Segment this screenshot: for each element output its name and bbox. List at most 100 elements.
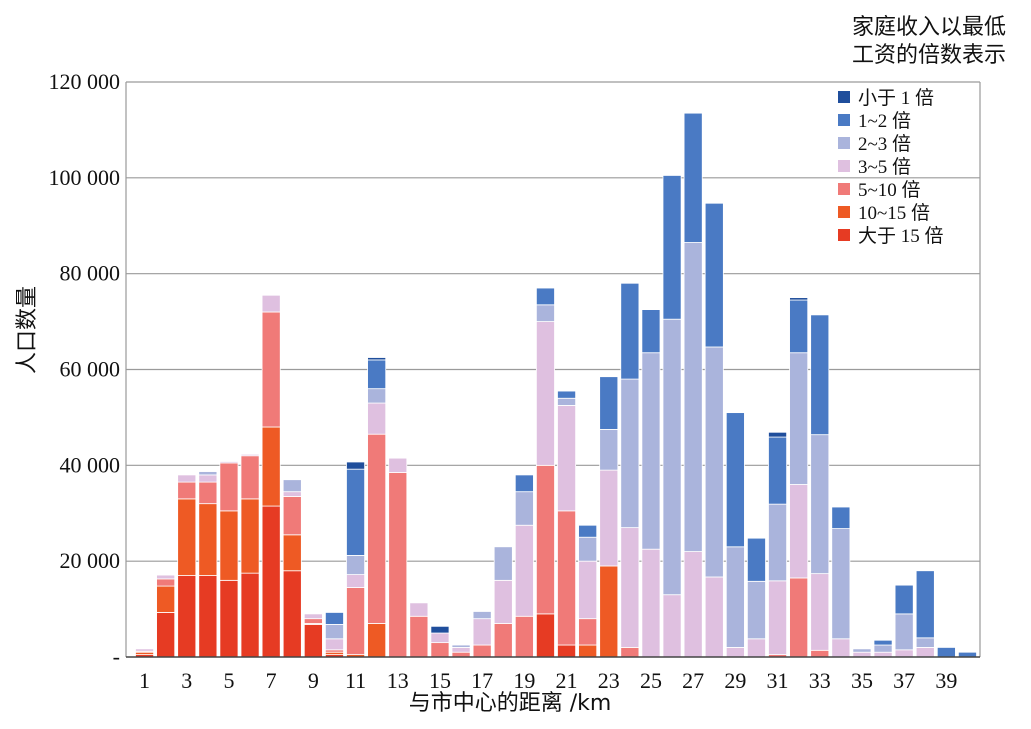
bar-segment [641, 548, 661, 658]
bar-segment [156, 585, 176, 613]
bar-segment [746, 537, 766, 582]
x-tick-label: 11 [345, 668, 366, 693]
bar-segment [683, 242, 703, 552]
bar-segment [198, 575, 218, 658]
x-tick-label: 21 [556, 668, 578, 693]
bar-segment [620, 378, 640, 529]
bar-segment [704, 576, 724, 658]
x-tick-label: 19 [513, 668, 535, 693]
bar-segment [599, 565, 619, 658]
bar-segment [599, 469, 619, 567]
legend-swatch [838, 137, 850, 149]
bar-segment [367, 433, 387, 624]
bar-segment [451, 647, 471, 653]
bar-segment [514, 615, 534, 658]
x-tick-label: 9 [308, 668, 319, 693]
bar-segment [430, 625, 450, 634]
x-tick-label: 3 [181, 668, 192, 693]
legend-swatch [838, 206, 850, 218]
bar-segment [599, 428, 619, 471]
y-tick-label: 120 000 [49, 69, 121, 94]
bar-segment [430, 642, 450, 658]
bar-segment [831, 528, 851, 640]
legend-swatch [838, 229, 850, 241]
bar-segment [493, 546, 513, 581]
bar-segment [261, 505, 281, 658]
bar-segment [324, 624, 344, 640]
bar-segment [367, 388, 387, 404]
bar-segment [810, 649, 830, 658]
bar-segment [873, 639, 893, 646]
bar-segment [746, 638, 766, 658]
bar-segment [240, 453, 260, 457]
x-tick-label: 31 [767, 668, 789, 693]
x-tick-label: 25 [640, 668, 662, 693]
y-tick-label: 40 000 [60, 452, 121, 477]
bar-segment [240, 572, 260, 658]
bar-segment [557, 397, 577, 406]
bar-segment [789, 577, 809, 658]
bar-segment [303, 618, 323, 624]
legend-entry: 1~2 倍 [858, 110, 911, 132]
bar-segment [578, 536, 598, 562]
y-tick-label: 80 000 [60, 261, 121, 286]
bar-segment [135, 648, 155, 652]
x-tick-label: 33 [809, 668, 831, 693]
x-tick-label: 23 [598, 668, 620, 693]
bar-segment [725, 412, 745, 548]
bar-segment [535, 321, 555, 466]
bar-segment [894, 613, 914, 651]
bar-segment [725, 647, 745, 658]
bar-segment [282, 496, 302, 536]
legend-swatch [838, 114, 850, 126]
bar-segment [641, 352, 661, 550]
bar-segment [873, 644, 893, 653]
bar-segment [324, 612, 344, 625]
bar-segment [641, 309, 661, 354]
bar-segment [409, 602, 429, 617]
y-tick-label: - [113, 644, 120, 669]
bar-segment [852, 648, 872, 653]
bar-segment [578, 560, 598, 620]
x-tick-label: 7 [266, 668, 277, 693]
x-axis-title: 与市中心的距离 /km [409, 691, 612, 716]
bar-segment [156, 612, 176, 658]
bar-segment [198, 503, 218, 576]
legend-entry: 2~3 倍 [858, 133, 911, 155]
legend-entry: 10~15 倍 [858, 202, 930, 224]
bar-segment [810, 434, 830, 575]
bar-segment [240, 455, 260, 500]
bar-segment [514, 491, 534, 526]
bar-segment [261, 294, 281, 313]
x-tick-label: 13 [387, 668, 409, 693]
bar-segment [156, 578, 176, 587]
legend-entry: 5~10 倍 [858, 179, 921, 201]
bar-segment [388, 472, 408, 658]
bar-segment [219, 461, 239, 464]
x-tick-label: 17 [471, 668, 493, 693]
bar-segment [346, 574, 366, 588]
legend-title: 家庭收入以最低 [852, 15, 1006, 40]
bar-segment [346, 468, 366, 556]
y-tick-label: 100 000 [49, 165, 121, 190]
bar-segment [746, 580, 766, 640]
bar-segment [177, 474, 197, 483]
bar-segment [177, 498, 197, 576]
legend-swatch [838, 183, 850, 195]
bar-segment [346, 555, 366, 575]
bar-segment [219, 510, 239, 581]
bar-segment [599, 376, 619, 430]
bar-segment [198, 474, 218, 483]
bar-segment [219, 579, 239, 658]
bar-segment [578, 644, 598, 658]
bar-segment [662, 594, 682, 658]
legend-entry: 3~5 倍 [858, 156, 911, 178]
bar-segment [535, 613, 555, 658]
bar-segment [768, 436, 788, 505]
bar-segment [704, 202, 724, 348]
x-tick-label: 15 [429, 668, 451, 693]
x-tick-label: 35 [851, 668, 873, 693]
legend-entry: 小于 1 倍 [858, 87, 934, 109]
bar-segment [768, 431, 788, 438]
bar-segment [662, 175, 682, 320]
